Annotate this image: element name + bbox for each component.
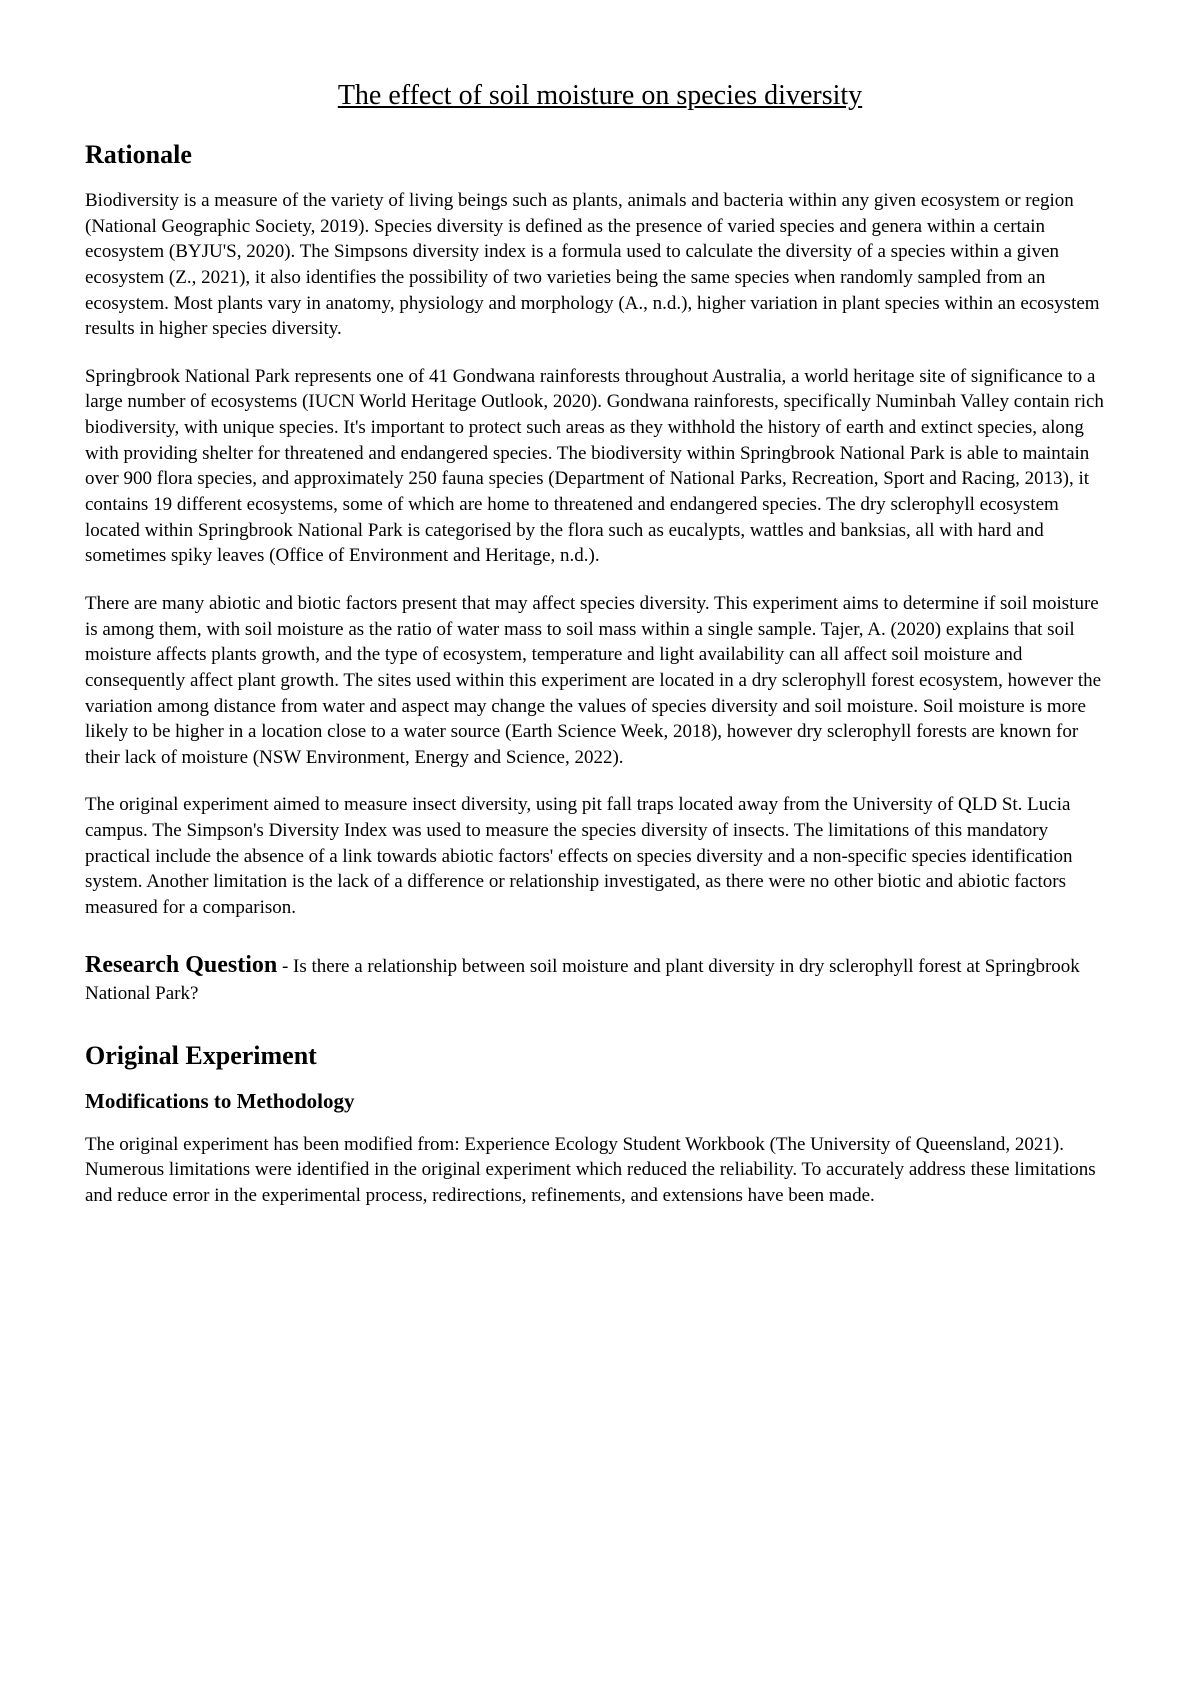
rationale-paragraph-2: Springbrook National Park represents one… [85,364,1115,569]
rationale-paragraph-1: Biodiversity is a measure of the variety… [85,188,1115,342]
modifications-subheading: Modifications to Methodology [85,1089,1115,1114]
rationale-paragraph-4: The original experiment aimed to measure… [85,792,1115,920]
original-experiment-heading: Original Experiment [85,1041,1115,1071]
rationale-paragraph-3: There are many abiotic and biotic factor… [85,591,1115,770]
page-title: The effect of soil moisture on species d… [85,80,1115,112]
research-question-block: Research Question - Is there a relations… [85,949,1115,1007]
original-experiment-paragraph-1: The original experiment has been modifie… [85,1132,1115,1209]
research-question-label: Research Question [85,952,277,978]
rationale-heading: Rationale [85,140,1115,170]
